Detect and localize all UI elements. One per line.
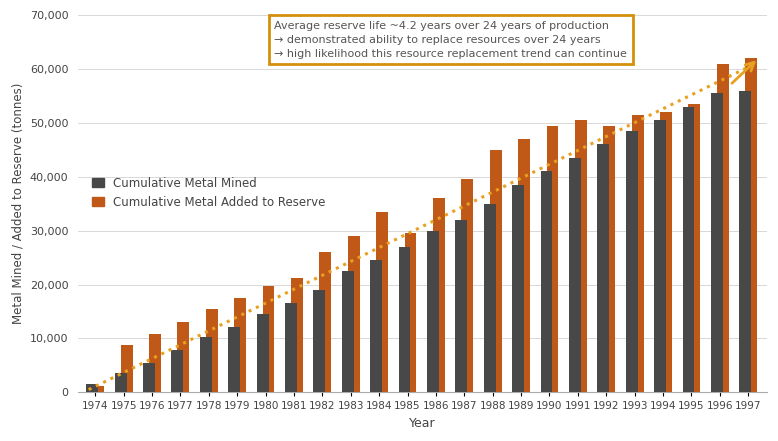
Bar [660,112,672,392]
Bar [512,185,524,392]
Bar [711,93,723,392]
Bar [171,350,184,392]
Bar [654,120,666,392]
Bar [569,158,581,392]
Bar [342,271,354,392]
Bar [405,233,416,392]
Bar [200,337,212,392]
Text: Average reserve life ~4.2 years over 24 years of production
→ demonstrated abili: Average reserve life ~4.2 years over 24 … [275,21,627,59]
Bar [575,120,587,392]
Bar [314,290,325,392]
Y-axis label: Metal Mined / Added to Reserve (tonnes): Metal Mined / Added to Reserve (tonnes) [11,83,24,325]
Bar [348,236,359,392]
Bar [598,145,609,392]
Bar [291,278,303,392]
Bar [257,314,268,392]
Bar [149,334,161,392]
Bar [262,286,275,392]
Bar [682,107,695,392]
Bar [626,131,638,392]
Bar [717,64,729,392]
Bar [398,247,411,392]
Legend: Cumulative Metal Mined, Cumulative Metal Added to Reserve: Cumulative Metal Mined, Cumulative Metal… [87,172,331,213]
Bar [86,384,98,392]
Bar [489,150,502,392]
Bar [484,204,496,392]
Bar [206,309,218,392]
Bar [461,179,473,392]
Bar [603,126,615,392]
Bar [285,303,297,392]
Bar [632,115,643,392]
Bar [689,104,700,392]
X-axis label: Year: Year [409,417,436,430]
Bar [427,231,439,392]
Bar [370,260,382,392]
Bar [93,386,104,392]
Bar [745,58,757,392]
Bar [433,198,445,392]
Bar [319,252,331,392]
Bar [234,298,246,392]
Bar [739,90,752,392]
Bar [546,126,559,392]
Bar [518,139,530,392]
Bar [376,212,388,392]
Bar [143,363,155,392]
Bar [177,322,189,392]
Bar [121,345,132,392]
Bar [228,327,240,392]
Bar [455,220,468,392]
Bar [114,374,127,392]
Bar [541,172,552,392]
